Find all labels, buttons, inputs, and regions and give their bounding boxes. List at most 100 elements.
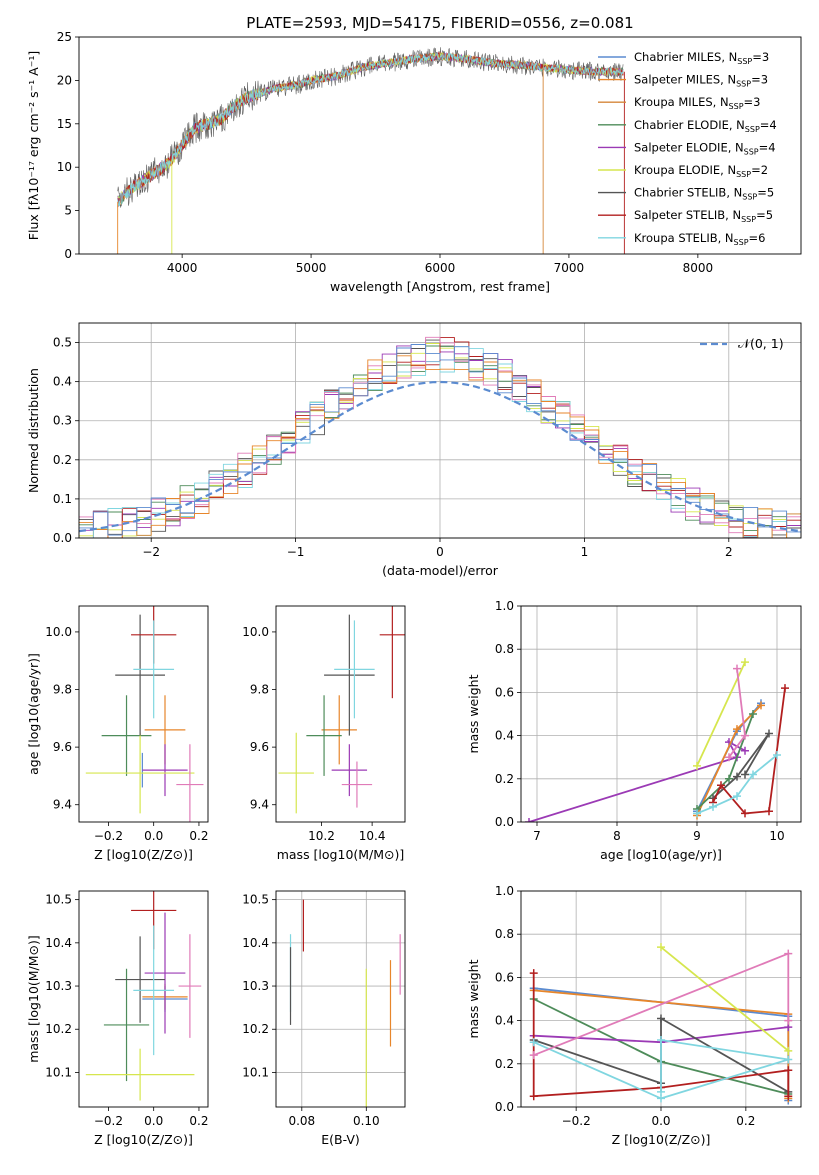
weight-marker [725,774,733,783]
panel-mass_vs_ebv: 0.08 0.10 10.1 10.2 10.3 10.4 10.5 E(B-V) [242,890,406,1147]
plot-area [289,899,401,1107]
y-tick-label: 0.4 [53,375,72,389]
x-tick-label: 10 [769,829,784,843]
legend-entry: Chabrier STELIB, NSSP=5 [634,186,774,202]
x-tick-label: −0.2 [94,1114,123,1128]
plot-area [525,658,789,822]
y-axis-label: mass weight [466,959,481,1038]
y-tick-label: 10.3 [45,979,72,993]
x-axis-label: age [log10(age/yr)] [600,847,722,862]
axes-frame [78,605,209,823]
axes-frame [78,890,209,1108]
errorbars [85,606,204,822]
x-axis-label: wavelength [Angstrom, rest frame] [330,279,550,294]
y-tick-label: 10.1 [45,1065,72,1079]
histogram-series [79,344,801,536]
plot-area [529,943,793,1105]
weight-marker [717,781,725,790]
legend-entry: Kroupa STELIB, NSSP=6 [634,231,765,247]
weight-marker [784,1055,793,1064]
y-tick-label: 20 [57,73,72,87]
spectrum-lines [117,47,625,254]
axes-frame [275,605,406,823]
weight-marker [765,807,773,816]
y-tick-label: 25 [57,30,72,44]
legend-entry: Chabrier MILES, NSSP=3 [634,50,769,66]
legend-entry: Salpeter STELIB, NSSP=5 [634,208,773,224]
x-tick-label: 0.10 [353,1114,380,1128]
panel-massweight_vs_age: 7 8 9 10 0.0 0.2 0.4 0.6 0.8 1.0 age [log10(age/yr… [466,599,802,862]
x-tick-label: 0.2 [189,829,208,843]
axes-frame [78,36,802,255]
y-tick-label: 0.6 [495,685,514,699]
y-tick-label: 0.2 [53,453,72,467]
errorbars [278,606,405,814]
axes-frame [78,322,802,539]
y-axis-label: age [log10(age/yr)] [26,653,41,775]
y-axis-label: Normed distribution [26,368,41,493]
x-tick-label: 0.0 [651,1114,670,1128]
y-tick-label: 9.6 [53,740,72,754]
y-tick-label: 1.0 [495,599,514,613]
panel-massweight_vs_Z: −0.2 0.0 0.2 0.0 0.2 0.4 0.6 0.8 1.0 Z [log10(Z/Z… [466,884,802,1147]
weight-marker [765,729,773,738]
y-tick-label: 9.8 [53,683,72,697]
histogram-series [79,355,801,538]
weight-marker [657,1014,665,1023]
weight-marker [657,943,665,952]
histogram-series [79,337,801,538]
plot-area [85,606,204,822]
x-axis-label: Z [log10(Z/Z⊙)] [94,1132,193,1147]
weight-series [660,946,789,1052]
legend-entry: Salpeter ELODIE, NSSP=4 [634,140,776,156]
panel-mass_vs_Z: −0.2 0.0 0.2 10.1 10.2 10.3 10.4 10.5 Z [log10(Z… [26,890,209,1147]
y-tick-label: 15 [57,117,72,131]
y-tick-label: 0.0 [53,531,72,545]
panel-age_vs_mass: 10.2 10.4 9.4 9.6 9.8 10.0 mass [log10(M/M⊙)] [242,605,406,862]
weight-marker [741,770,749,779]
weight-marker [741,809,749,818]
x-tick-label: −0.2 [562,1114,591,1128]
y-tick-label: 0.4 [495,1014,514,1028]
weight-marker [529,1092,538,1101]
x-tick-label: 8 [613,829,621,843]
weight-lines [529,943,793,1105]
x-tick-label: −2 [142,545,160,559]
x-tick-label: 5000 [296,261,327,275]
y-tick-label: 0 [64,247,72,261]
y-tick-label: 10.0 [242,625,269,639]
x-tick-label: 0 [436,545,444,559]
plot-area [117,47,625,254]
weight-marker [741,731,749,740]
weight-marker [529,1038,538,1047]
weight-marker [741,658,749,667]
x-tick-label: −1 [287,545,305,559]
weight-marker [733,725,741,734]
y-tick-label: 10 [57,160,72,174]
panel-spectrum: 4000 5000 6000 7000 8000 0 5 10 15 20 25 wavelength… [26,14,802,294]
x-tick-label: 0.0 [144,829,163,843]
y-tick-label: 0.6 [495,970,514,984]
hist-area [79,336,801,538]
weight-marker [773,751,781,760]
weight-lines [525,658,789,822]
y-tick-label: 10.2 [45,1022,72,1036]
panel-residuals: −2 −1 0 1 2 0.0 0.1 0.2 0.3 0.4 0.5 (data-model)/er… [26,322,802,578]
spectrum-line [117,51,624,207]
y-tick-label: 5 [64,204,72,218]
y-tick-label: 9.4 [250,798,269,812]
legend-entry: Salpeter MILES, NSSP=3 [634,73,768,89]
x-tick-label: 2 [725,545,733,559]
x-tick-label: 10.2 [308,829,335,843]
weight-marker [749,770,757,779]
y-tick-label: 0.2 [495,772,514,786]
x-tick-label: 9 [693,829,701,843]
x-axis-label: Z [log10(Z/Z⊙)] [94,847,193,862]
x-tick-label: −0.2 [94,829,123,843]
histogram-series [79,336,801,534]
legend: Chabrier MILES, NSSP=3 Salpeter MILES, NS… [598,50,777,247]
weight-series [712,732,770,799]
weight-marker [784,1092,793,1101]
weight-marker [693,761,701,770]
